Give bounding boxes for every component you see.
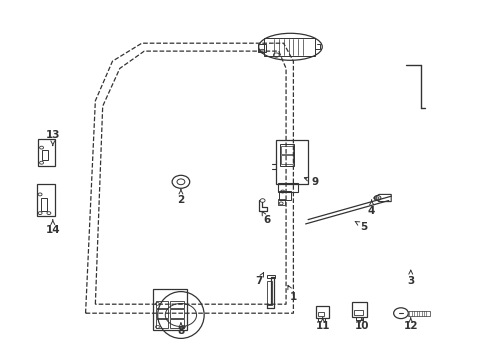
Bar bbox=[280, 155, 293, 164]
Text: 1: 1 bbox=[287, 285, 296, 302]
Bar bbox=[353, 310, 362, 315]
Text: 6: 6 bbox=[262, 211, 269, 225]
Text: 9: 9 bbox=[304, 177, 318, 187]
Bar bbox=[155, 309, 167, 318]
Bar bbox=[317, 312, 323, 316]
Bar bbox=[258, 44, 265, 52]
Text: 2: 2 bbox=[177, 189, 184, 205]
Text: 4: 4 bbox=[367, 200, 375, 216]
Text: 3: 3 bbox=[407, 270, 413, 286]
Bar bbox=[351, 302, 366, 317]
Text: 14: 14 bbox=[45, 220, 60, 235]
Bar bbox=[280, 146, 293, 154]
Bar bbox=[267, 281, 272, 305]
Text: 5: 5 bbox=[354, 221, 367, 232]
Bar bbox=[169, 319, 184, 328]
Bar bbox=[38, 139, 55, 166]
Bar bbox=[169, 301, 184, 308]
Bar bbox=[42, 150, 48, 160]
Bar bbox=[267, 275, 274, 278]
Bar bbox=[279, 191, 291, 200]
Bar bbox=[169, 309, 184, 318]
Bar bbox=[37, 184, 55, 216]
Bar bbox=[277, 199, 285, 205]
Bar bbox=[264, 38, 315, 56]
Bar bbox=[316, 306, 328, 318]
Bar bbox=[41, 198, 47, 211]
Bar bbox=[155, 301, 167, 308]
Text: 8: 8 bbox=[177, 323, 184, 336]
Text: 12: 12 bbox=[403, 318, 417, 331]
Text: 11: 11 bbox=[315, 318, 329, 331]
Bar bbox=[407, 311, 429, 316]
Text: 7: 7 bbox=[255, 273, 263, 286]
Text: 13: 13 bbox=[45, 130, 60, 145]
Bar bbox=[279, 144, 294, 166]
Bar bbox=[155, 319, 167, 328]
Text: 10: 10 bbox=[354, 318, 368, 331]
Bar bbox=[153, 289, 187, 330]
Bar bbox=[277, 183, 298, 192]
Bar bbox=[276, 140, 307, 184]
